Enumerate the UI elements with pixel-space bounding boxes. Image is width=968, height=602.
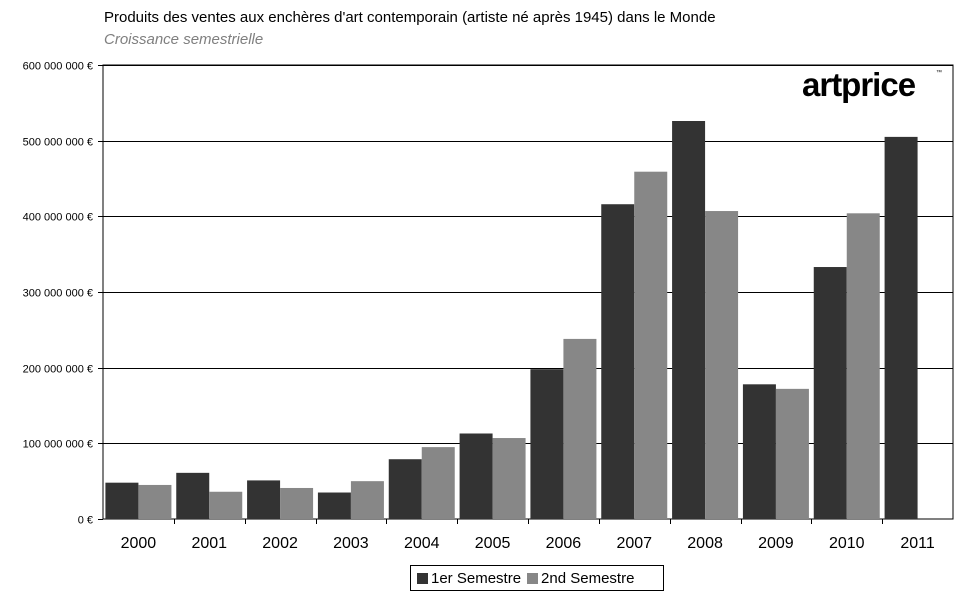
bar-series-2 — [280, 487, 314, 519]
bar-series-1 — [884, 136, 918, 519]
bar-series-2 — [350, 481, 384, 519]
legend-label-series-2: 2nd Semestre — [541, 569, 635, 587]
x-tick-label: 2009 — [758, 535, 794, 552]
x-tick-label: 2001 — [191, 535, 227, 552]
bar-series-1 — [672, 120, 706, 519]
bar-series-1 — [388, 459, 422, 519]
bar-series-2 — [209, 491, 243, 519]
legend-swatch-series-1 — [417, 572, 428, 584]
legend-label-series-1: 1er Semestre — [431, 569, 522, 587]
x-tick-label: 2003 — [333, 535, 369, 552]
bar-series-2 — [705, 211, 739, 519]
bar-series-1 — [317, 492, 351, 519]
y-tick-label: 100 000 000 € — [23, 439, 93, 451]
legend-swatch-series-2 — [527, 572, 539, 584]
bar-series-1 — [176, 472, 210, 519]
chart-title: Produits des ventes aux enchères d'art c… — [104, 9, 716, 26]
x-tick-label: 2011 — [900, 535, 935, 552]
bar-series-1 — [601, 204, 635, 519]
x-tick-label: 2002 — [262, 535, 298, 552]
x-tick-label: 2004 — [404, 535, 440, 552]
bar-series-2 — [775, 388, 809, 519]
x-tick-label: 2005 — [475, 535, 511, 552]
bar-series-2 — [138, 484, 172, 519]
legend-item-series-2: 2nd Semestre — [527, 570, 634, 587]
bar-series-1 — [105, 482, 139, 519]
chart-subtitle: Croissance semestrielle — [104, 31, 264, 48]
chart-legend: 1er Semestre 2nd Semestre — [410, 565, 664, 591]
legend-item-series-1: 1er Semestre — [417, 570, 521, 587]
bar-series-2 — [421, 447, 455, 519]
y-tick-label: 200 000 000 € — [23, 364, 93, 376]
artprice-logo: artprice — [802, 66, 916, 103]
x-tick-label: 2000 — [121, 535, 157, 552]
bar-series-2 — [492, 438, 526, 519]
x-tick-label: 2006 — [546, 535, 582, 552]
bar-series-1 — [813, 267, 847, 519]
x-tick-label: 2010 — [829, 535, 865, 552]
bar-series-1 — [459, 433, 493, 519]
x-tick-label: 2008 — [687, 535, 723, 552]
y-tick-label: 0 € — [78, 515, 93, 527]
bar-series-2 — [563, 338, 597, 519]
bar-series-1 — [247, 480, 281, 519]
bar-series-1 — [530, 369, 564, 519]
bar-series-1 — [742, 384, 776, 519]
bar-series-2 — [846, 213, 880, 519]
y-tick-label: 400 000 000 € — [23, 212, 93, 224]
y-tick-label: 300 000 000 € — [23, 288, 93, 300]
x-tick-label: 2007 — [616, 535, 652, 552]
y-tick-label: 500 000 000 € — [23, 137, 93, 149]
logo-trademark: ™ — [936, 70, 942, 76]
y-tick-label: 600 000 000 € — [23, 61, 93, 73]
bar-series-2 — [634, 171, 668, 519]
